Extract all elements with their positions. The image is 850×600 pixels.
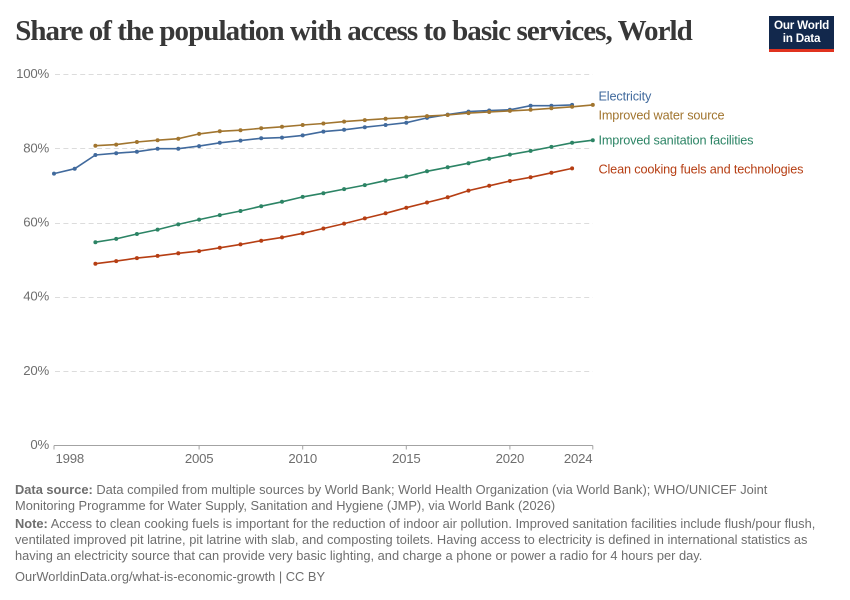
svg-text:2005: 2005 <box>185 451 214 466</box>
svg-text:2024: 2024 <box>564 451 593 466</box>
svg-text:Electricity: Electricity <box>599 90 652 104</box>
svg-text:100%: 100% <box>16 66 49 81</box>
svg-text:60%: 60% <box>23 215 49 230</box>
svg-text:2020: 2020 <box>496 451 525 466</box>
svg-text:80%: 80% <box>23 140 49 155</box>
svg-text:0%: 0% <box>30 437 49 452</box>
svg-text:1998: 1998 <box>56 451 85 466</box>
svg-text:20%: 20% <box>23 363 49 378</box>
svg-text:2015: 2015 <box>392 451 421 466</box>
svg-text:Improved sanitation facilities: Improved sanitation facilities <box>599 134 754 148</box>
svg-text:Improved water source: Improved water source <box>599 109 725 123</box>
svg-text:2010: 2010 <box>288 451 317 466</box>
svg-text:40%: 40% <box>23 289 49 304</box>
svg-text:Clean cooking fuels and techno: Clean cooking fuels and technologies <box>599 163 804 177</box>
